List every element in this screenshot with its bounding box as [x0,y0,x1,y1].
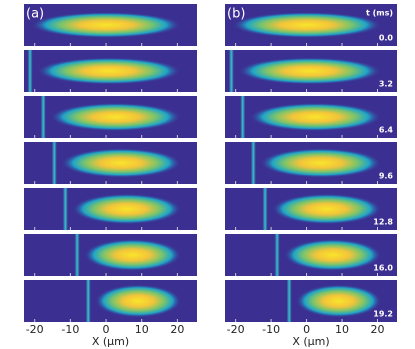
x-tick-label: -20 [26,323,44,336]
atom-cloud [249,102,382,132]
barrier [40,96,46,138]
time-label: 0.0 [379,34,394,43]
barrier [250,142,256,184]
barrier [262,188,268,230]
x-tick-label: 10 [335,323,349,336]
x-tick-label: 10 [135,323,149,336]
barrier [240,96,246,138]
x-tick-label: 0 [303,323,310,336]
x-tick-label: -10 [61,323,79,336]
atom-cloud [260,148,382,178]
atom-cloud [83,239,182,271]
atom-cloud [61,148,182,178]
time-label: 19.2 [373,310,393,319]
time-header: t (ms) [366,9,393,18]
barrier [51,142,57,184]
atom-cloud [271,193,382,225]
barrier [286,280,292,322]
time-label: 3.2 [379,80,393,89]
atom-cloud [283,239,382,271]
time-label: 16.0 [373,264,393,273]
atom-cloud [295,284,382,318]
barrier [62,188,68,230]
panel-label: (b) [227,7,245,22]
atom-cloud [30,12,182,38]
x-axis-label: X (μm) [292,335,329,348]
time-label: 12.8 [373,218,393,227]
atom-cloud [94,284,182,318]
x-tick-label: 20 [370,323,384,336]
barrier [85,280,91,322]
barrier [274,234,280,276]
barrier [74,234,80,276]
x-tick-label: 0 [103,323,110,336]
atom-cloud [49,102,182,132]
x-tick-label: 20 [170,323,184,336]
x-tick-label: -10 [262,323,280,336]
atom-cloud [231,12,382,38]
atom-cloud [36,57,182,85]
barrier [228,50,234,92]
panel-label: (a) [26,7,44,22]
x-axis-label: X (μm) [92,335,129,348]
time-label: 6.4 [379,126,394,135]
barrier [27,50,33,92]
x-tick-label: -20 [227,323,245,336]
atom-cloud [238,57,382,85]
atom-cloud [72,193,182,225]
time-label: 9.6 [379,172,394,181]
